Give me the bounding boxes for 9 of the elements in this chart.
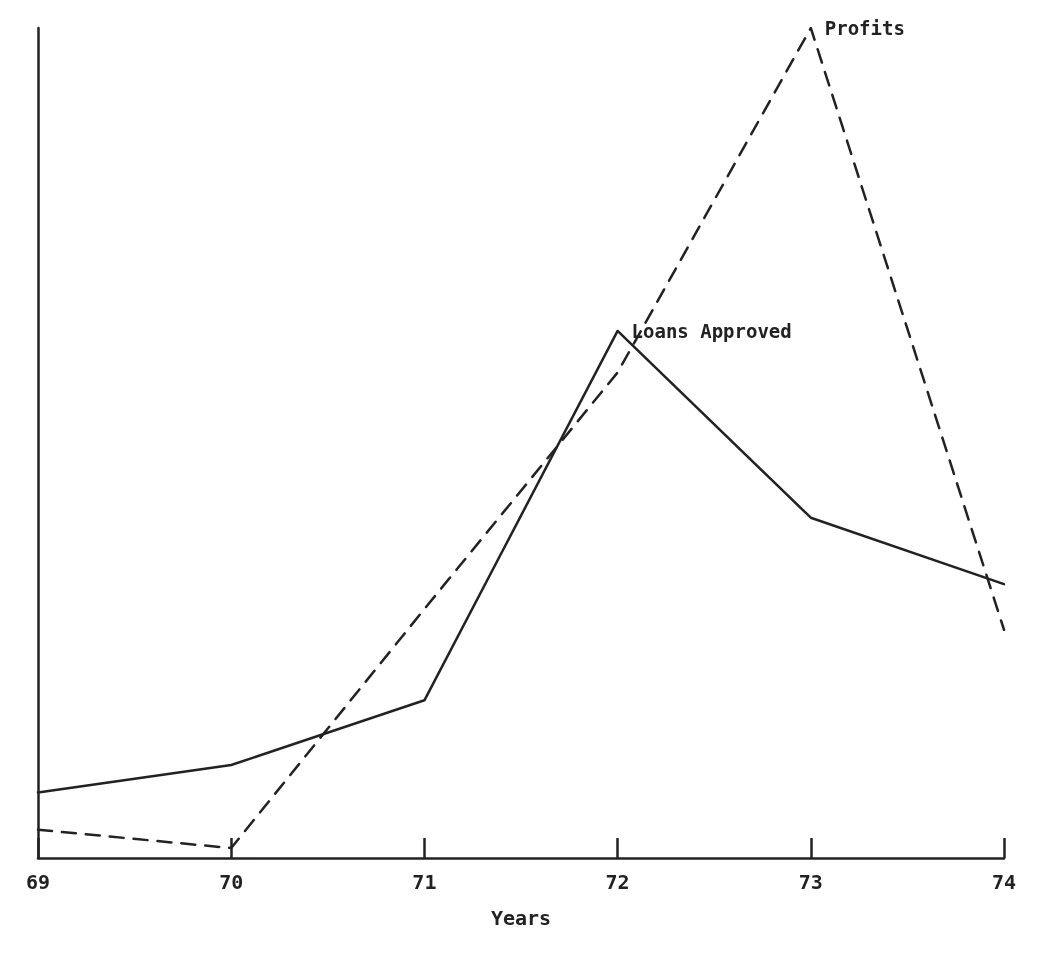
x-tick-label: 70 [219, 870, 244, 894]
series-label: Profits [824, 17, 905, 39]
x-tick-label: 73 [798, 870, 823, 894]
series-label: Loans Approved [631, 319, 792, 342]
x-tick-label: 71 [412, 870, 437, 894]
x-tick-label: 74 [991, 870, 1017, 894]
x-tick-label: 72 [605, 870, 630, 894]
x-tick-label: 69 [25, 870, 51, 894]
x-axis-title: Years [490, 906, 552, 930]
